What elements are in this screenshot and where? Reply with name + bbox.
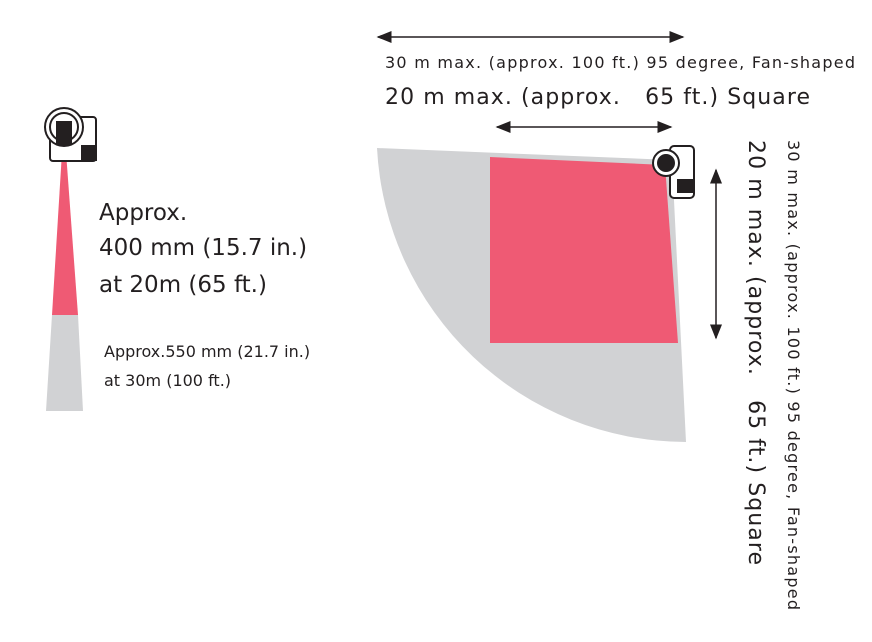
far-label: Approx.550 mm (21.7 in.) at 30m (100 ft.… <box>104 342 310 390</box>
sensor-icon <box>44 107 97 162</box>
square-area <box>490 157 678 343</box>
side-fan-label: 30 m max. (approx. 100 ft.) 95 degree, F… <box>784 140 803 610</box>
sensor-icon <box>652 145 695 199</box>
near-beam <box>52 152 78 315</box>
label-line: at 20m (65 ft.) <box>99 272 267 298</box>
label-line: Approx. <box>99 200 187 226</box>
top-square-label: 20 m max. (approx. 65 ft.) Square <box>385 85 810 110</box>
top-fan-label: 30 m max. (approx. 100 ft.) 95 degree, F… <box>385 53 855 72</box>
label-line: Approx.550 mm (21.7 in.) <box>104 342 310 361</box>
near-label: Approx. 400 mm (15.7 in.) at 20m (65 ft.… <box>99 200 307 298</box>
side-square-label: 20 m max. (approx. 65 ft.) Square <box>743 140 768 565</box>
label-line: at 30m (100 ft.) <box>104 371 231 390</box>
label-line: 400 mm (15.7 in.) <box>99 235 307 261</box>
far-beam <box>46 315 83 411</box>
